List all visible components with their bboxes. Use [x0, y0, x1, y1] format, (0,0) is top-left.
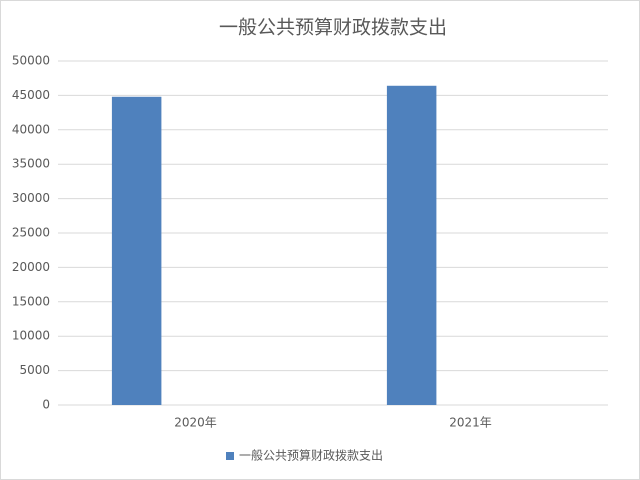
y-tick-label: 0	[42, 398, 50, 412]
y-tick-label: 45000	[12, 88, 50, 102]
y-tick-label: 40000	[12, 122, 50, 136]
y-tick-label: 5000	[19, 363, 50, 377]
y-tick-label: 30000	[12, 191, 50, 205]
bar	[386, 85, 437, 405]
y-tick-label: 15000	[12, 294, 50, 308]
bar	[111, 96, 162, 405]
legend-swatch	[226, 452, 234, 460]
y-tick-label: 25000	[12, 226, 50, 240]
x-tick-label: 2021年	[449, 416, 492, 430]
y-tick-label: 20000	[12, 260, 50, 274]
y-tick-label: 35000	[12, 157, 50, 171]
chart-title: 一般公共预算财政拨款支出	[219, 17, 447, 39]
legend-label: 一般公共预算财政拨款支出	[239, 448, 383, 463]
x-tick-label: 2020年	[174, 416, 217, 430]
y-tick-label: 10000	[12, 329, 50, 343]
y-tick-label: 50000	[12, 54, 50, 68]
